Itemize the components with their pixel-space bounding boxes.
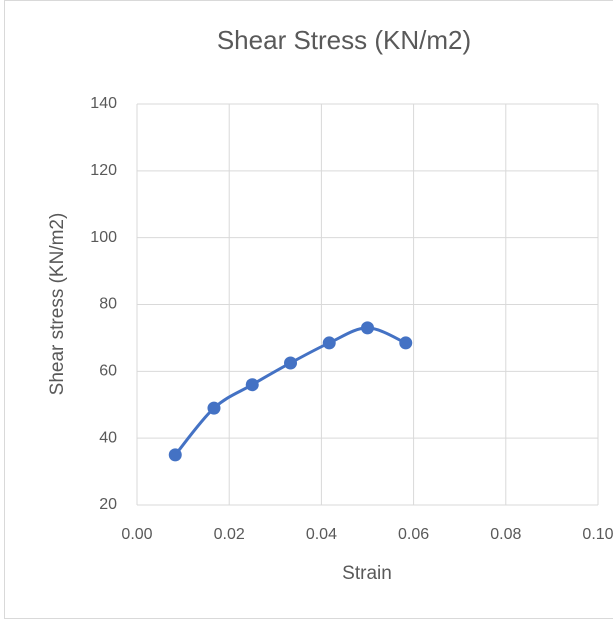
data-point — [207, 401, 221, 415]
x-tick-label: 0.02 — [214, 526, 245, 543]
data-point — [399, 336, 413, 350]
chart-title: Shear Stress (KN/m2) — [217, 25, 471, 55]
y-tick-label: 100 — [90, 229, 117, 246]
x-tick-label: 0.00 — [121, 526, 152, 543]
data-point — [322, 336, 336, 350]
y-tick-label: 140 — [90, 95, 117, 112]
y-tick-label: 40 — [99, 429, 117, 446]
y-tick-label: 60 — [99, 363, 117, 380]
x-tick-label: 0.08 — [490, 526, 521, 543]
data-point — [284, 356, 298, 370]
chart-border — [4, 0, 613, 619]
series-line — [174, 326, 407, 456]
x-tick-label: 0.06 — [398, 526, 429, 543]
y-axis-label: Shear stress (KN/m2) — [47, 213, 68, 396]
x-tick-label: 0.04 — [306, 526, 337, 543]
x-axis-label: Strain — [342, 563, 392, 584]
y-tick-label: 20 — [99, 496, 117, 513]
y-tick-label: 120 — [90, 162, 117, 179]
data-point — [361, 321, 374, 335]
y-tick-label: 80 — [99, 296, 117, 313]
data-point — [168, 448, 182, 462]
x-tick-label: 0.10 — [582, 526, 613, 543]
data-point — [245, 378, 259, 392]
